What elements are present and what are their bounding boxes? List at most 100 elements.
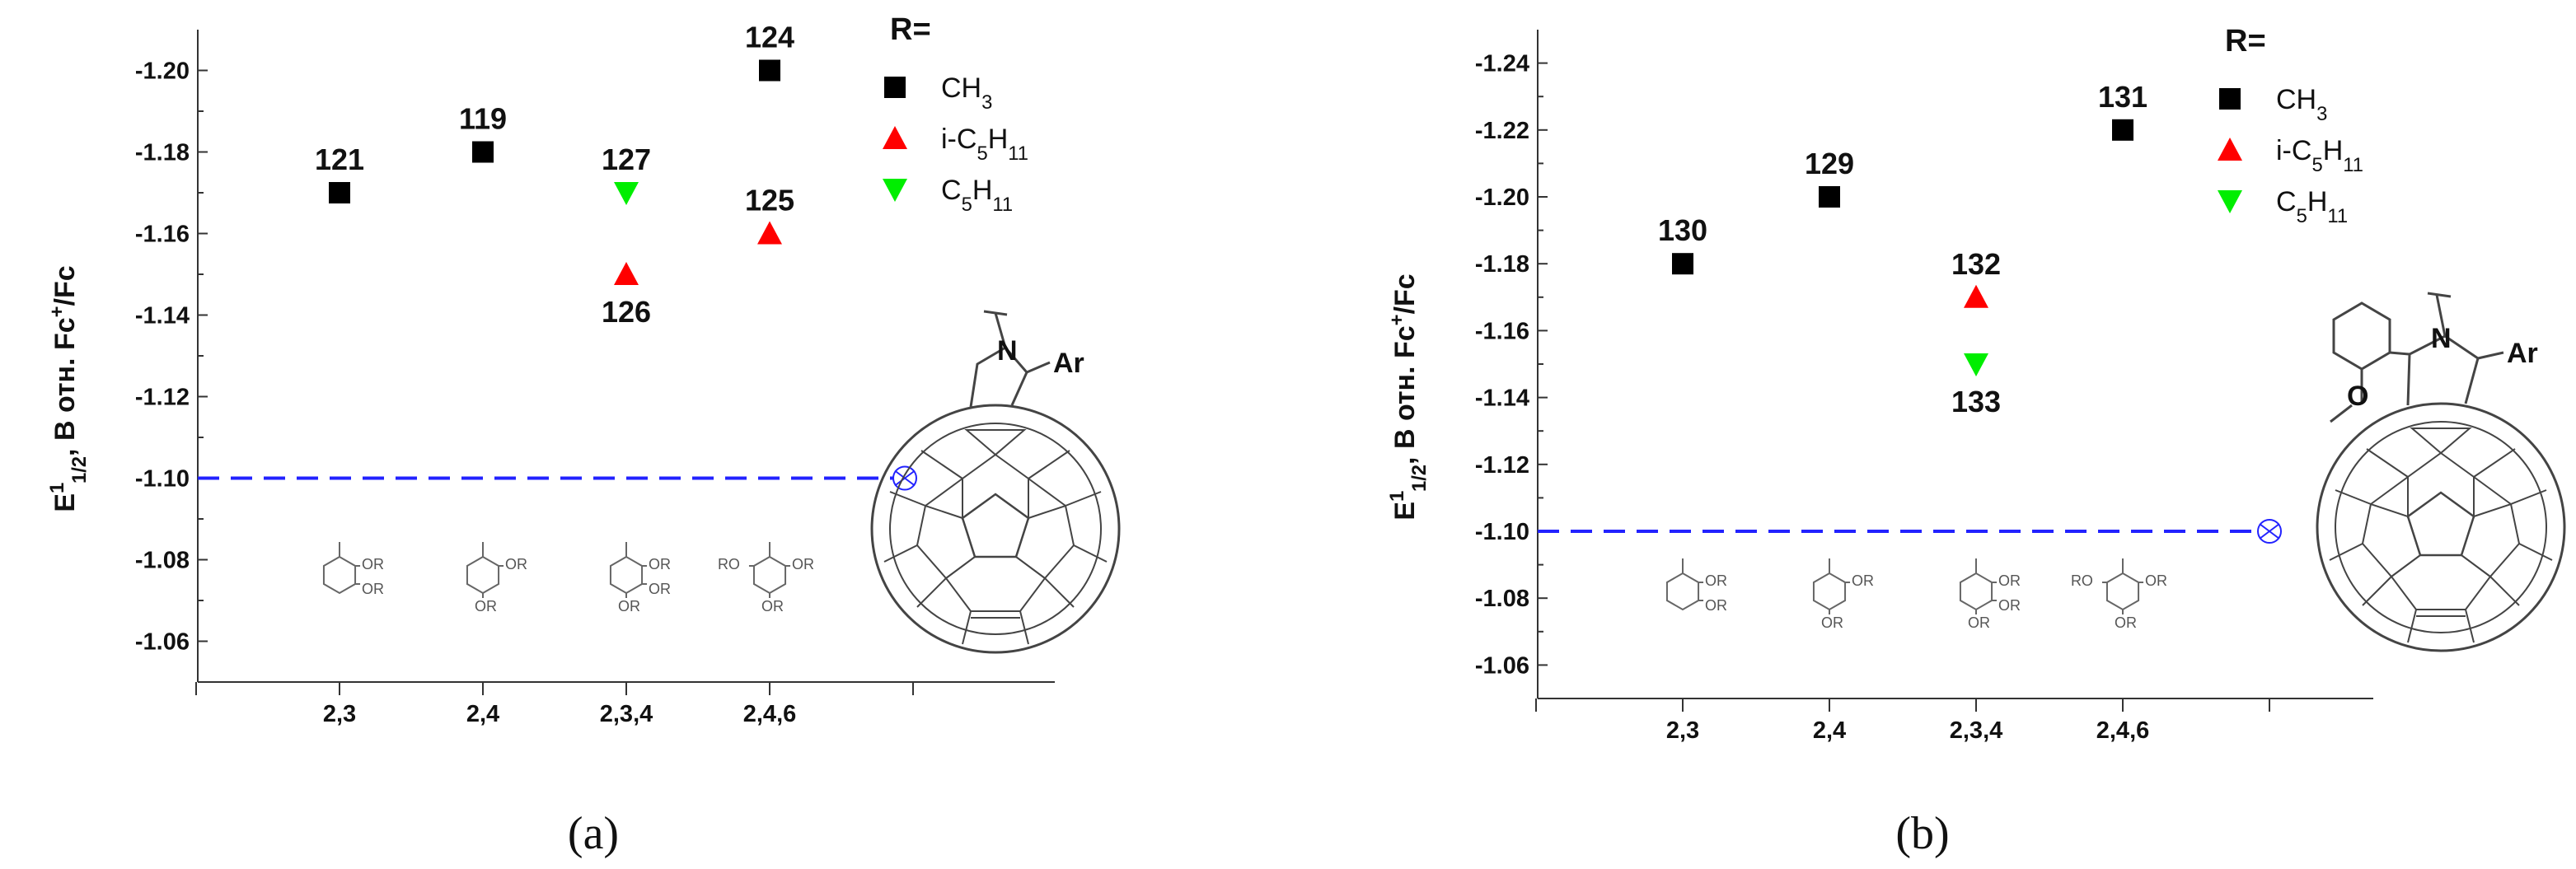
y-tick-label: -1.22	[1475, 118, 1529, 144]
data-point	[1964, 284, 1988, 308]
benzene-ring	[466, 555, 500, 595]
y-tick-label: -1.24	[1475, 51, 1529, 77]
substituent-label: OR	[649, 556, 671, 572]
fullerene-structure-a: N Ar	[870, 310, 1121, 654]
substituent-structure-1: OR OR	[1812, 558, 1874, 631]
data-point	[472, 141, 494, 163]
reference-marker-cross	[2259, 523, 2280, 540]
legend-label: C5H11	[2276, 186, 2348, 227]
substituent-structure-2: OR OR OR	[609, 542, 671, 614]
substituent-label: OR	[1852, 572, 1874, 589]
substituent-structure-3: OR OR RO	[2071, 558, 2167, 631]
y-tick-label: -1.10	[135, 466, 190, 493]
data-label: 129	[1805, 147, 1854, 180]
data-label: 131	[2098, 80, 2147, 114]
substituent-label: OR	[618, 598, 640, 614]
substituent-label: OR	[761, 598, 784, 614]
data-label: 130	[1658, 213, 1707, 247]
data-point	[1672, 253, 1693, 275]
data-point	[759, 59, 780, 82]
substituent-structure-0: OR OR	[1665, 558, 1727, 614]
data-label: 132	[1951, 247, 2001, 281]
y-axis-label: E11/2, B отн. Fc+/Fc	[1386, 273, 1431, 520]
fullerene-o-label-b: O	[2347, 381, 2368, 412]
y-tick-label: -1.14	[135, 303, 190, 329]
x-tick-label: 2,3	[323, 701, 356, 727]
benzene-ring	[752, 555, 787, 595]
substituent-structure-1: OR OR	[466, 542, 527, 614]
y-tick-label: -1.10	[1475, 519, 1529, 545]
data-label: 124	[745, 21, 794, 54]
benzene-ring	[1812, 572, 1847, 611]
substituent-label: OR	[1968, 614, 1990, 631]
x-tick-label: 2,4,6	[743, 701, 797, 727]
data-point	[329, 182, 350, 203]
reference-marker-ring	[892, 465, 917, 491]
y-tick-label: -1.16	[1475, 318, 1529, 344]
legend-label: i-C5H11	[2276, 135, 2363, 176]
chart-panel-a: -1.20 -1.18 -1.16 -1.14 -1.12 -1.10 -1.08 -1.06…	[46, 12, 1055, 859]
x-tick-label: 2,4	[466, 701, 499, 727]
data-point	[757, 221, 782, 245]
data-point	[1964, 353, 1988, 376]
y-tick-label: -1.08	[1475, 586, 1529, 612]
y-axis-title: E11/2, B отн. Fc+/Fc	[1386, 273, 1431, 520]
substituent-label: RO	[718, 556, 740, 572]
legend-label: i-C5H11	[941, 124, 1028, 165]
data-point	[1819, 186, 1840, 208]
data-label: 119	[459, 102, 507, 136]
substituent-label: OR	[475, 598, 497, 614]
x-tick-label: 2,3,4	[1950, 717, 2003, 744]
y-tick-label: -1.20	[1475, 185, 1529, 211]
data-label: 127	[602, 142, 651, 176]
legend-label: C5H11	[941, 175, 1013, 216]
y-axis-title: E11/2, B отн. Fc+/Fc	[46, 265, 91, 512]
legend-title: R=	[2225, 24, 2266, 58]
legend-title: R=	[890, 12, 931, 47]
reference-marker	[892, 465, 917, 491]
chart-panel-b: -1.24 -1.22 -1.20 -1.18 -1.16 -1.14 -1.12 -1.10…	[1386, 24, 2373, 859]
y-tick-label: -1.20	[135, 58, 190, 85]
y-tick-label: -1.14	[1475, 385, 1529, 412]
y-tick-label: -1.18	[135, 140, 190, 166]
y-tick-label: -1.12	[1475, 452, 1529, 479]
y-tick-label: -1.08	[135, 548, 190, 574]
panel-label: (a)	[568, 808, 619, 859]
substituent-label: OR	[1821, 614, 1843, 631]
y-tick-label: -1.18	[1475, 251, 1529, 278]
data-label: 126	[602, 295, 651, 329]
fullerene-ar-label-b: Ar	[2507, 338, 2538, 369]
data-label: 121	[315, 142, 364, 176]
data-point	[614, 262, 639, 285]
benzene-ring	[609, 555, 644, 595]
substituent-label: OR	[1998, 572, 2021, 589]
data-label: 125	[745, 184, 794, 217]
substituent-label: OR	[1705, 572, 1727, 589]
legend-marker	[2219, 88, 2241, 110]
substituent-label: OR	[362, 581, 384, 597]
panel-label: (b)	[1895, 808, 1949, 859]
substituent-label: OR	[1705, 597, 1727, 614]
benzene-ring	[1665, 572, 1700, 611]
y-tick-label: -1.06	[1475, 652, 1529, 679]
legend-label: CH3	[2276, 84, 2327, 125]
legend-marker	[884, 77, 906, 98]
y-tick-label: -1.12	[135, 385, 190, 411]
substituent-structure-0: OR OR	[322, 542, 384, 597]
reference-marker	[2257, 519, 2282, 544]
substituent-label: OR	[649, 581, 671, 597]
substituent-label: RO	[2071, 572, 2093, 589]
benzene-ring	[1959, 572, 1993, 611]
substituent-label: OR	[2115, 614, 2137, 631]
data-point	[614, 182, 639, 205]
benzene-ring	[2105, 572, 2140, 611]
data-point	[2112, 119, 2133, 141]
fullerene-structure-b: N Ar O	[2316, 292, 2566, 652]
substituent-structure-2: OR OR OR	[1959, 558, 2021, 631]
y-tick-label: -1.06	[135, 629, 190, 656]
legend-marker	[883, 126, 907, 149]
data-label: 133	[1951, 385, 2001, 418]
legend-marker	[2218, 138, 2242, 161]
substituent-structure-3: OR OR RO	[718, 542, 814, 614]
